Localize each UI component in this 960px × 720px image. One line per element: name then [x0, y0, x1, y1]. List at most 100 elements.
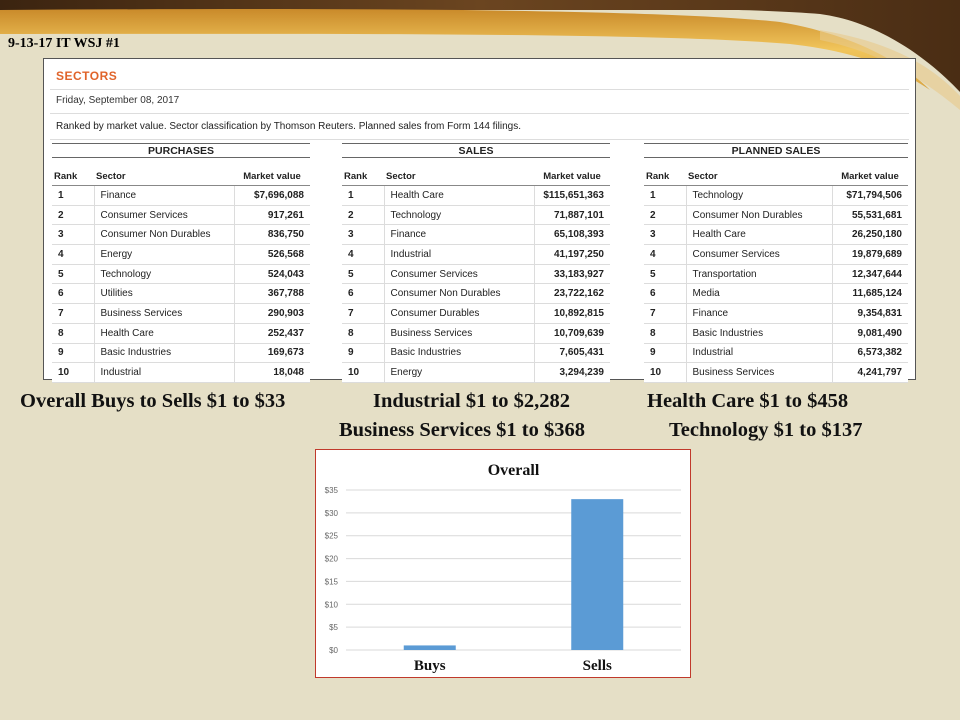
cell-sector: Finance [384, 224, 535, 246]
block-title: PLANNED SALES [644, 143, 908, 158]
cell-value: 12,347,644 [832, 264, 908, 285]
cell-rank: 8 [52, 323, 95, 344]
cell-rank: 2 [644, 205, 687, 226]
cell-rank: 1 [52, 185, 95, 206]
slide-label: 9-13-17 IT WSJ #1 [8, 36, 120, 51]
cell-sector: Business Services [384, 323, 535, 344]
table-row: 8 Business Services 10,709,639 [342, 323, 610, 344]
cell-rank: 4 [342, 244, 385, 265]
table-row: 7 Consumer Durables 10,892,815 [342, 303, 610, 324]
cell-value: 33,183,927 [534, 264, 610, 285]
table-row: 4 Consumer Services 19,879,689 [644, 244, 908, 265]
y-tick-label: $15 [325, 577, 339, 586]
cell-rank: 4 [644, 244, 687, 265]
cell-sector: Basic Industries [384, 343, 535, 364]
cell-rank: 6 [52, 283, 95, 305]
cell-value: 3,294,239 [534, 362, 610, 383]
table-row: 2 Consumer Services 917,261 [52, 205, 310, 226]
table-row: 4 Industrial 41,197,250 [342, 244, 610, 265]
table-row: 1 Technology $71,794,506 [644, 185, 908, 206]
cell-value: 71,887,101 [534, 205, 610, 226]
bar-buys [403, 645, 456, 650]
cell-sector: Industrial [686, 343, 833, 364]
sectors-title: SECTORS [56, 69, 118, 83]
cell-value: 169,673 [234, 343, 310, 364]
column-header: Rank [644, 158, 686, 186]
y-tick-label: $0 [329, 646, 338, 655]
table-row: 8 Basic Industries 9,081,490 [644, 323, 908, 344]
table-row: 3 Finance 65,108,393 [342, 224, 610, 246]
cell-sector: Consumer Non Durables [384, 283, 535, 305]
cell-rank: 2 [52, 205, 95, 226]
summary-health-care: Health Care $1 to $458 [647, 390, 849, 412]
column-header: Rank [342, 158, 384, 186]
x-tick-label: Buys [414, 658, 446, 674]
cell-value: 9,081,490 [832, 323, 908, 344]
cell-rank: 9 [52, 343, 95, 364]
cell-sector: Business Services [94, 303, 235, 324]
sector-table: Rank Sector Market value 1 Technology $71,794… [644, 158, 908, 383]
cell-sector: Consumer Non Durables [686, 205, 833, 226]
cell-value: 252,437 [234, 323, 310, 344]
y-tick-label: $35 [325, 486, 339, 495]
divider [50, 113, 909, 114]
table-row: 5 Transportation 12,347,644 [644, 264, 908, 285]
y-tick-label: $5 [329, 623, 338, 632]
cell-rank: 10 [644, 362, 687, 383]
cell-sector: Consumer Non Durables [94, 224, 235, 246]
cell-sector: Energy [94, 244, 235, 265]
cell-value: 19,879,689 [832, 244, 908, 265]
cell-rank: 2 [342, 205, 385, 226]
column-header: Rank [52, 158, 94, 186]
table-row: 6 Consumer Non Durables 23,722,162 [342, 283, 610, 305]
cell-value: $71,794,506 [832, 185, 908, 206]
cell-rank: 3 [644, 224, 687, 246]
table-row: 7 Finance 9,354,831 [644, 303, 908, 324]
cell-rank: 4 [52, 244, 95, 265]
divider [50, 89, 909, 90]
cell-value: 836,750 [234, 224, 310, 246]
overall-chart: Overall $0 $5 $10 $15 $20 $25 $30 $35 Buys Sells [315, 449, 691, 678]
table-row: 10 Energy 3,294,239 [342, 362, 610, 383]
bar-sells [571, 499, 624, 650]
table-row: 8 Health Care 252,437 [52, 323, 310, 344]
divider [50, 139, 909, 140]
cell-sector: Business Services [686, 362, 833, 383]
cell-sector: Industrial [384, 244, 535, 265]
cell-value: 526,568 [234, 244, 310, 265]
header-swoosh [0, 0, 960, 110]
table-row: 3 Consumer Non Durables 836,750 [52, 224, 310, 246]
cell-rank: 10 [342, 362, 385, 383]
sectors-date: Friday, September 08, 2017 [56, 95, 180, 106]
column-header: Market value [534, 158, 610, 186]
y-tick-label: $10 [325, 600, 339, 609]
cell-value: 290,903 [234, 303, 310, 324]
cell-sector: Finance [686, 303, 833, 324]
chart-title: Overall [488, 462, 540, 479]
cell-sector: Technology [686, 185, 833, 206]
summary-business-services: Business Services $1 to $368 [339, 419, 585, 441]
cell-rank: 3 [342, 224, 385, 246]
cell-sector: Transportation [686, 264, 833, 285]
cell-rank: 8 [644, 323, 687, 344]
cell-sector: Technology [384, 205, 535, 226]
table-row: 9 Industrial 6,573,382 [644, 343, 908, 364]
cell-value: 10,709,639 [534, 323, 610, 344]
sector-block-planned-sales: PLANNED SALES Rank Sector Market value 1 Tech… [644, 143, 908, 383]
cell-sector: Finance [94, 185, 235, 206]
cell-sector: Consumer Durables [384, 303, 535, 324]
cell-value: 4,241,797 [832, 362, 908, 383]
cell-value: 10,892,815 [534, 303, 610, 324]
column-header: Sector [384, 158, 534, 186]
cell-rank: 6 [342, 283, 385, 305]
cell-value: 11,685,124 [832, 283, 908, 305]
cell-sector: Industrial [94, 362, 235, 383]
cell-rank: 7 [342, 303, 385, 324]
table-row: 5 Consumer Services 33,183,927 [342, 264, 610, 285]
cell-value: 917,261 [234, 205, 310, 226]
sector-table: Rank Sector Market value 1 Health Care $115,6… [342, 158, 610, 383]
cell-value: 7,605,431 [534, 343, 610, 364]
cell-sector: Consumer Services [94, 205, 235, 226]
table-row: 1 Finance $7,696,088 [52, 185, 310, 206]
sectors-description: Ranked by market value. Sector classific… [56, 121, 522, 132]
